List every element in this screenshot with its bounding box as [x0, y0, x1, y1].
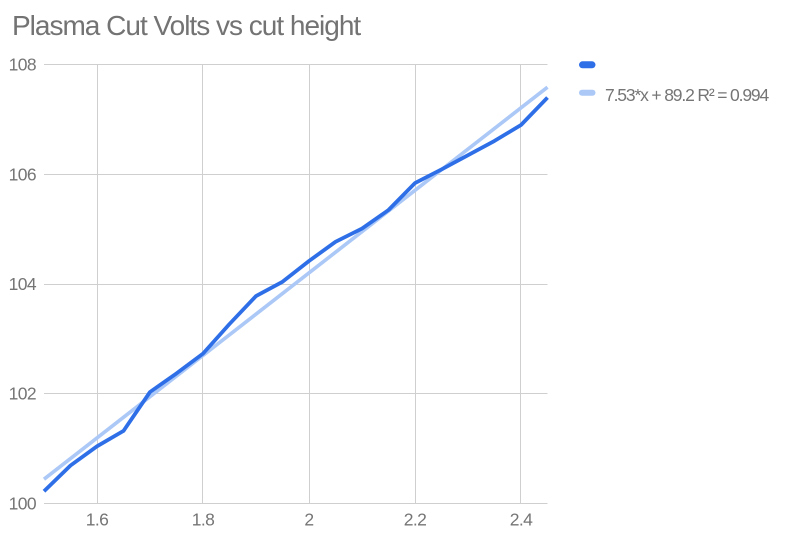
- svg-text:108: 108: [9, 55, 36, 75]
- svg-text:2: 2: [304, 510, 313, 530]
- svg-text:2.2: 2.2: [404, 510, 427, 530]
- svg-text:7.53*x + 89.2 R² = 0.994: 7.53*x + 89.2 R² = 0.994: [605, 85, 770, 105]
- svg-text:1.8: 1.8: [192, 510, 215, 530]
- svg-text:106: 106: [9, 164, 36, 184]
- svg-text:102: 102: [9, 384, 36, 404]
- svg-text:100: 100: [9, 493, 37, 513]
- svg-text:Plasma Cut Volts vs cut height: Plasma Cut Volts vs cut height: [12, 10, 361, 41]
- svg-text:104: 104: [9, 274, 37, 294]
- svg-text:2.4: 2.4: [510, 510, 533, 530]
- svg-text:1.6: 1.6: [86, 510, 109, 530]
